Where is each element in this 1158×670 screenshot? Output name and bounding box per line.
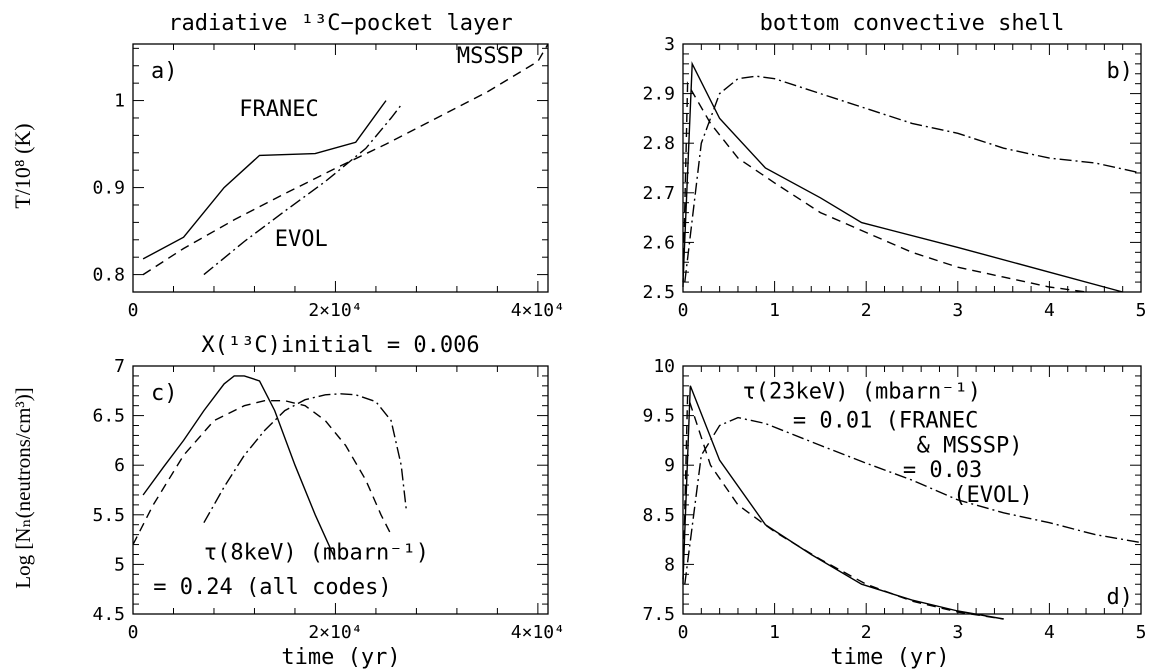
y-tick-label: 3 (664, 34, 675, 55)
x-tick-label: 3 (952, 622, 963, 643)
y-tick-label: 9 (664, 455, 675, 476)
xlabel-right: time (yr) (830, 645, 949, 670)
x-tick-label: 3 (952, 300, 963, 321)
x-tick-label: 2 (861, 300, 872, 321)
y-tick-label: 0.9 (92, 178, 125, 199)
x-tick-label: 0 (678, 622, 689, 643)
y-tick-label: 6.5 (92, 406, 125, 427)
annotation: & MSSSP) (917, 433, 1023, 458)
annotation: τ(23keV) (mbarn⁻¹) (743, 380, 981, 405)
plot-frame (682, 365, 1142, 615)
panel-label: d) (1107, 585, 1134, 610)
panel-c: 0 2×10⁴ 4×10⁴ 4.5 5 5.5 6 6.5 7 X(¹³C)initial = 0… (92, 333, 564, 643)
y-tick-label: 5 (114, 554, 125, 575)
series-line-dashdot (684, 75, 1142, 283)
plot-frame (132, 365, 549, 615)
ylabel-bottom: Log [Nₙ(neutrons/cm³)] (11, 387, 35, 588)
y-tick-label: 2.6 (642, 232, 675, 253)
series-line-dashdot (684, 416, 1142, 585)
y-tick-label: 7.5 (642, 604, 675, 625)
x-tick-label: 4 (1044, 622, 1055, 643)
annotation: MSSSP (457, 44, 523, 69)
x-tick-label: 4 (1044, 300, 1055, 321)
y-tick-label: 10 (653, 356, 675, 377)
y-tick-label: 2.5 (642, 282, 675, 303)
y-tick-label: 1 (114, 91, 125, 112)
annotation: = 0.24 (all codes) (153, 575, 391, 600)
panel-label: c) (151, 381, 178, 406)
panel-b: 0 1 2 3 4 5 2.5 2.6 2.7 2.8 2.9 3 bottom convective … (642, 11, 1146, 321)
x-tick-label: 1 (769, 300, 780, 321)
annotation: FRANEC (239, 97, 318, 122)
xlabel-left: time (yr) (281, 645, 400, 670)
x-tick-label: 1 (769, 622, 780, 643)
series-line-dashed (682, 395, 1004, 620)
plot-frame (132, 43, 549, 293)
y-tick-label: 6 (114, 455, 125, 476)
plot-frame (682, 43, 1142, 293)
series-line-dashed (682, 81, 1087, 293)
x-tick-label: 0 (128, 622, 139, 643)
y-tick-label: 2.7 (642, 183, 675, 204)
series-line-dashdot (203, 104, 402, 276)
y-tick-label: 4.5 (92, 604, 125, 625)
x-tick-label: 0 (678, 300, 689, 321)
series-line-dashed (132, 400, 392, 545)
annotation: τ(8keV) (mbarn⁻¹) (204, 540, 429, 565)
x-tick-label: 4×10⁴ (511, 300, 565, 321)
panel-title: radiative ¹³C−pocket layer (168, 11, 512, 36)
ylabel-top: T/10⁸ (K) (10, 123, 35, 208)
y-tick-label: 2.8 (642, 133, 675, 154)
y-tick-label: 8.5 (642, 505, 675, 526)
x-tick-label: 4×10⁴ (511, 622, 565, 643)
series-line-solid (682, 61, 1123, 293)
y-tick-label: 0.8 (92, 265, 125, 286)
series-line-solid (142, 100, 387, 260)
x-tick-label: 2×10⁴ (308, 622, 362, 643)
y-tick-label: 2.9 (642, 84, 675, 105)
panel-title: X(¹³C)initial = 0.006 (201, 333, 479, 358)
panel-d: 0 1 2 3 4 5 7.5 8 8.5 9 9.5 10 d) τ(23keV) (mbarn⁻¹) =… (642, 356, 1146, 643)
panel-a: 0 2×10⁴ 4×10⁴ 0.8 0.9 1 radiative ¹³C−pocket l… (92, 11, 564, 321)
x-tick-label: 2×10⁴ (308, 300, 362, 321)
y-tick-label: 8 (664, 554, 675, 575)
annotation: (EVOL) (953, 483, 1032, 508)
y-tick-label: 5.5 (92, 505, 125, 526)
x-tick-label: 5 (1136, 622, 1147, 643)
annotation: = 0.03 (903, 458, 982, 483)
y-tick-label: 9.5 (642, 406, 675, 427)
series-line-solid (142, 375, 337, 560)
series-line-dashed (142, 43, 549, 276)
x-tick-label: 0 (128, 300, 139, 321)
panel-label: b) (1107, 59, 1134, 84)
x-tick-label: 2 (861, 622, 872, 643)
series-line-dashdot (203, 393, 407, 524)
panel-label: a) (151, 59, 178, 84)
y-tick-label: 7 (114, 356, 125, 377)
x-tick-label: 5 (1136, 300, 1147, 321)
annotation: EVOL (275, 227, 328, 252)
annotation: = 0.01 (FRANEC (793, 409, 978, 434)
panel-title: bottom convective shell (760, 11, 1065, 36)
